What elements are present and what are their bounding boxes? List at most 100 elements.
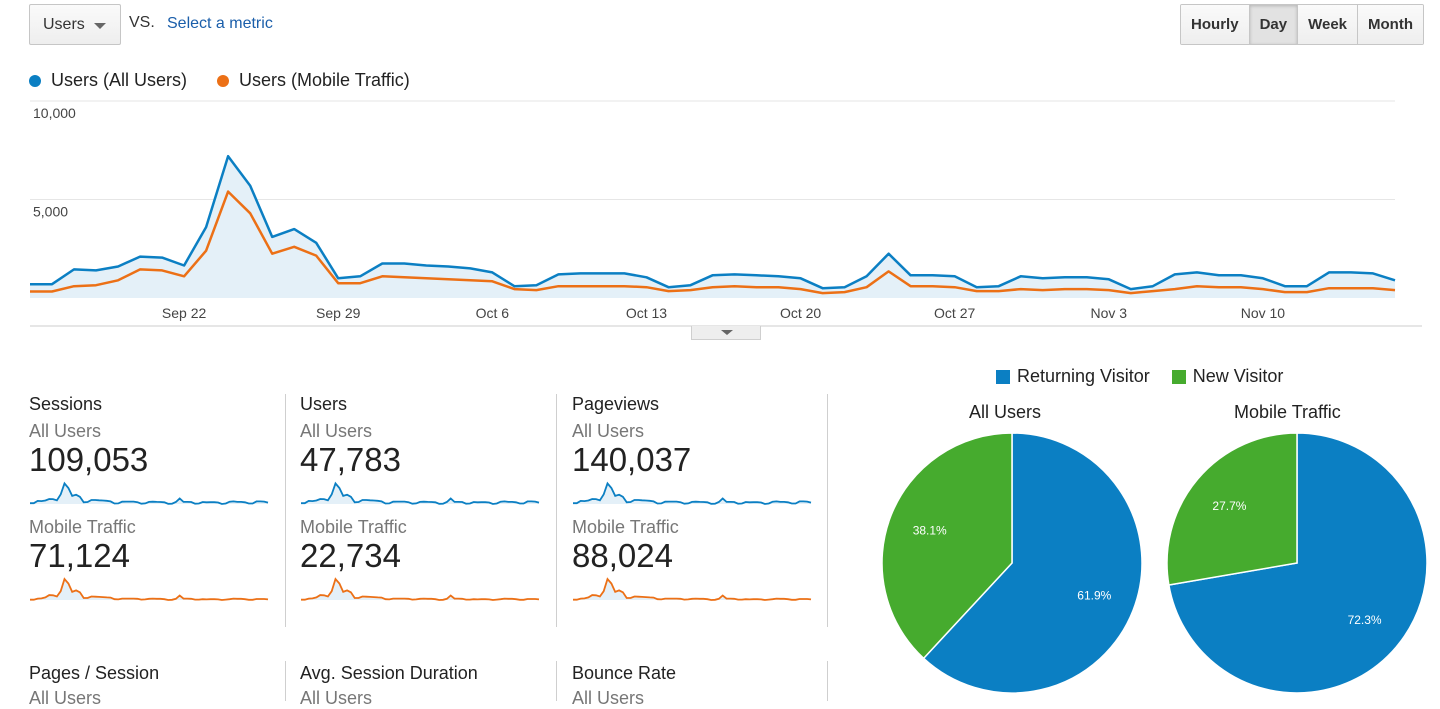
pie-title-all-users: All Users: [969, 402, 1042, 422]
day-button[interactable]: Day: [1248, 5, 1298, 44]
y-tick-label: 10,000: [33, 105, 76, 121]
select-metric-link[interactable]: Select a metric: [167, 15, 273, 32]
scorecard-title: Pageviews: [572, 394, 660, 414]
scorecard-value: 47,783: [300, 441, 401, 478]
sparkline-area: [30, 483, 268, 504]
legend-item-new-visitor[interactable]: New Visitor: [1171, 366, 1284, 387]
x-tick-label: Oct 13: [626, 305, 667, 321]
sparkline-line: [301, 577, 540, 601]
scorecard-title: Bounce Rate: [572, 663, 677, 683]
divider: [827, 661, 828, 701]
scorecard-sessions: Sessions All Users 109,053 Mobile Traffi…: [29, 394, 287, 613]
legend-label-mobile-traffic: Users (Mobile Traffic): [239, 70, 410, 90]
sparkline-line: [301, 481, 540, 505]
sparkline-all-users: [301, 481, 540, 505]
segment-label: All Users: [300, 688, 373, 708]
segment-label: Mobile Traffic: [29, 517, 136, 537]
y-tick-label: 5,000: [33, 204, 68, 220]
series-line-mobile-traffic: [30, 190, 1396, 295]
all-users-area: [30, 156, 1395, 298]
chart-legend: Users (All Users) Users (Mobile Traffic): [29, 70, 410, 91]
pie-percent-label: 61.9%: [1077, 588, 1111, 602]
scorecard-pages-per-session: Pages / Session All Users: [29, 663, 287, 709]
pie-title-mobile-traffic: Mobile Traffic: [1234, 402, 1341, 422]
sparkline-mobile-traffic: [301, 577, 540, 601]
scorecard-value: 22,734: [300, 537, 401, 574]
divider: [556, 394, 557, 627]
scorecard-avg-session-duration: Avg. Session Duration All Users: [300, 663, 558, 709]
segment-label: Mobile Traffic: [572, 517, 679, 537]
x-tick-label: Nov 10: [1241, 305, 1286, 321]
pie-slice-new-visitor: [1166, 432, 1298, 586]
legend-label-all-users: Users (All Users): [51, 70, 188, 90]
sparkline-all-users: [573, 481, 812, 505]
scorecard-value: 88,024: [572, 537, 673, 574]
visitor-type-pie-charts: 61.9% 38.1% 72.3% 27.7%: [881, 432, 1428, 694]
granularity-toggle: Hourly Day Week Month: [1180, 4, 1424, 45]
pie-slice-new-visitor: [881, 432, 1013, 660]
scorecard-bounce-rate: Bounce Rate All Users: [572, 663, 830, 709]
metric-dropdown[interactable]: Users: [29, 4, 121, 45]
month-button[interactable]: Month: [1357, 5, 1423, 44]
sparkline-mobile-traffic: [573, 577, 812, 601]
scorecard-value: 71,124: [29, 537, 130, 574]
scorecard-title: Users: [300, 394, 348, 414]
segment-label: All Users: [572, 421, 645, 441]
pie-percent-label: 72.3%: [1348, 613, 1382, 627]
scorecard-value: 109,053: [29, 441, 149, 478]
divider: [827, 394, 828, 627]
segment-label: All Users: [300, 421, 373, 441]
x-tick-label: Oct 6: [476, 305, 510, 321]
collapse-chart-toggle[interactable]: [691, 326, 761, 340]
pie-slice-returning-visitor: [1167, 432, 1428, 694]
x-tick-label: Nov 3: [1091, 305, 1128, 321]
sparkline-area: [301, 579, 539, 600]
x-tick-label: Sep 22: [162, 305, 207, 321]
pie-legend: Returning Visitor New Visitor: [996, 366, 1283, 387]
hourly-button[interactable]: Hourly: [1181, 5, 1249, 44]
mobile-traffic-dot-icon: [217, 74, 230, 87]
scorecard-title: Sessions: [29, 394, 103, 414]
legend-item-mobile-traffic[interactable]: Users (Mobile Traffic): [217, 70, 410, 91]
pie-slice-returning-visitor: [922, 432, 1143, 694]
x-tick-label: Sep 29: [316, 305, 361, 321]
returning-visitor-swatch-icon: [996, 369, 1010, 384]
legend-label-returning: Returning Visitor: [1017, 366, 1150, 386]
sparkline-all-users: [30, 481, 269, 505]
segment-label: Mobile Traffic: [300, 517, 407, 537]
all-users-dot-icon: [29, 74, 41, 87]
caret-down-icon: [94, 23, 106, 29]
sparkline-line: [30, 481, 269, 505]
pie-percent-label: 38.1%: [913, 524, 947, 538]
sparkline-area: [573, 579, 811, 600]
segment-label: All Users: [572, 688, 645, 708]
pie-percent-label: 27.7%: [1212, 499, 1246, 513]
x-tick-label: Oct 20: [780, 305, 821, 321]
sparkline-line: [573, 577, 812, 601]
new-visitor-swatch-icon: [1171, 369, 1186, 384]
scorecard-pageviews: Pageviews All Users 140,037 Mobile Traff…: [572, 394, 830, 613]
divider: [285, 661, 286, 701]
legend-label-new: New Visitor: [1192, 366, 1284, 386]
x-tick-label: Oct 27: [934, 305, 975, 321]
sparkline-line: [30, 577, 269, 601]
scorecard-value: 140,037: [572, 441, 692, 478]
scorecard-title: Avg. Session Duration: [300, 663, 478, 683]
users-line-chart: 10,000 5,000 Sep 22 Sep 29 Oct 6 Oct 13 Oct 20…: [30, 100, 1422, 327]
legend-item-all-users[interactable]: Users (All Users): [29, 70, 187, 91]
sparkline-area: [301, 483, 539, 504]
segment-label: All Users: [29, 688, 102, 708]
chevron-down-icon: [721, 330, 733, 335]
scorecard-title: Pages / Session: [29, 663, 160, 683]
sparkline-mobile-traffic: [30, 577, 269, 601]
sparkline-line: [573, 481, 812, 505]
divider: [556, 661, 557, 701]
series-line-all-users: [30, 154, 1396, 291]
sparkline-area: [573, 483, 811, 504]
scorecard-users: Users All Users 47,783 Mobile Traffic 22…: [300, 394, 558, 613]
week-button[interactable]: Week: [1297, 5, 1358, 44]
divider: [285, 394, 286, 627]
legend-item-returning-visitor[interactable]: Returning Visitor: [996, 366, 1150, 387]
sparkline-area: [30, 579, 268, 600]
vs-label: VS.: [129, 14, 155, 31]
